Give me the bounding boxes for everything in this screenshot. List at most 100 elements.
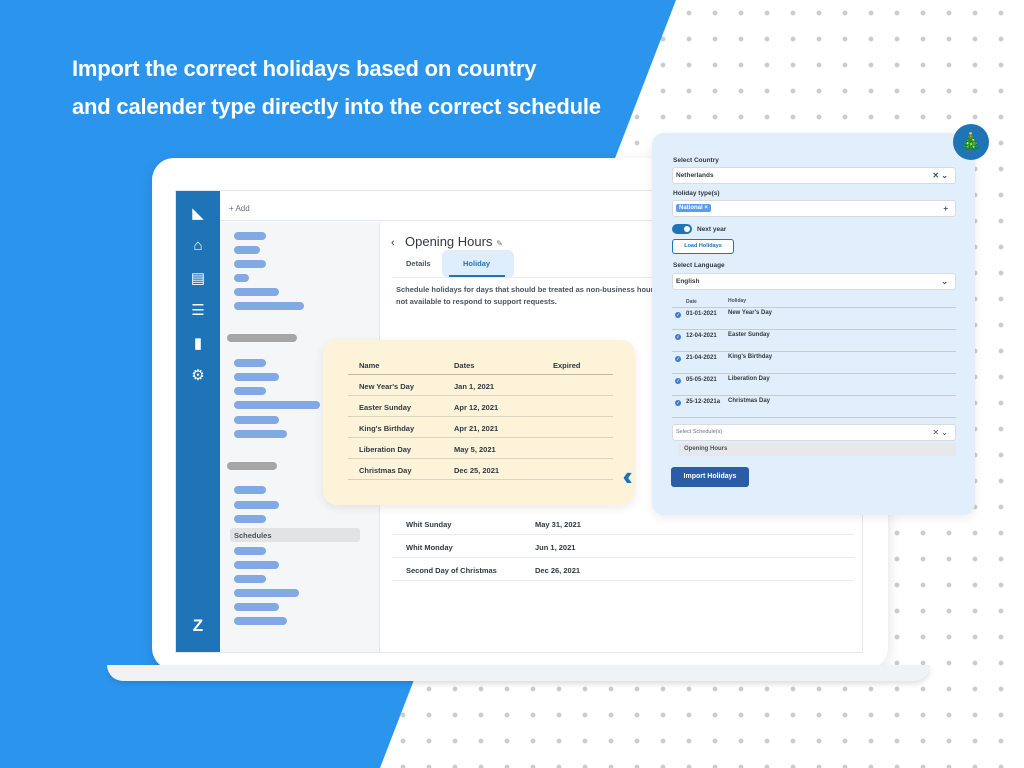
sidebar-placeholder[interactable] xyxy=(234,302,304,310)
language-select[interactable]: English ⌄ xyxy=(672,273,956,290)
chevron-down-icon[interactable]: ⌄ xyxy=(941,277,948,286)
sidebar-section-placeholder xyxy=(227,462,277,470)
sidebar-placeholder[interactable] xyxy=(234,501,279,509)
check-icon[interactable]: ✓ xyxy=(675,400,681,406)
plus-icon[interactable]: + xyxy=(943,204,948,213)
description: Schedule holidays for days that should b… xyxy=(396,284,856,308)
holiday-name: Liberation Day xyxy=(359,445,412,454)
check-icon[interactable]: ✓ xyxy=(675,312,681,318)
sidebar-placeholder[interactable] xyxy=(234,515,266,523)
row-holiday: King's Birthday xyxy=(728,354,773,360)
header-date: Date xyxy=(686,299,697,305)
header-name: Name xyxy=(359,361,380,370)
table-row[interactable]: Liberation Day May 5, 2021 xyxy=(348,438,613,459)
holiday-name: King's Birthday xyxy=(359,424,415,433)
home-icon[interactable]: ⌂ xyxy=(193,237,203,254)
clear-chevron-icon[interactable]: ✕ ⌄ xyxy=(932,428,948,437)
check-icon[interactable]: ✓ xyxy=(675,378,681,384)
secondary-sidebar: Schedules xyxy=(220,222,380,652)
holiday-date: Jan 1, 2021 xyxy=(454,382,495,391)
sidebar-placeholder[interactable] xyxy=(234,387,266,395)
sidebar-placeholder[interactable] xyxy=(234,617,287,625)
sidebar-placeholder[interactable] xyxy=(234,359,266,367)
import-holidays-button[interactable]: Import Holidays xyxy=(671,467,749,487)
sidebar-placeholder[interactable] xyxy=(234,430,287,438)
holiday-types-input[interactable]: National × + xyxy=(672,200,956,217)
sidebar-placeholder[interactable] xyxy=(234,486,266,494)
holiday-name: Whit Sunday xyxy=(406,520,452,529)
sidebar-placeholder[interactable] xyxy=(234,547,266,555)
next-year-label: Next year xyxy=(697,226,727,233)
row-holiday: Easter Sunday xyxy=(728,332,770,338)
language-label: Select Language xyxy=(673,262,725,269)
users-icon[interactable]: ☰ xyxy=(191,302,205,319)
settings-icon[interactable]: ⚙ xyxy=(191,367,205,384)
holiday-date: Dec 26, 2021 xyxy=(535,566,581,575)
language-value: English xyxy=(676,278,700,285)
reports-icon[interactable]: ▮ xyxy=(193,335,203,352)
sidebar-placeholder[interactable] xyxy=(234,232,266,240)
header-expired: Expired xyxy=(553,361,581,370)
country-select[interactable]: Netherlands ✕ ⌄ xyxy=(672,167,956,184)
tab-holiday[interactable]: Holiday xyxy=(463,259,491,268)
table-row[interactable]: Whit Monday Jun 1, 2021 xyxy=(392,535,854,558)
double-chevron-left-icon: ‹‹ xyxy=(624,462,660,490)
sidebar-placeholder[interactable] xyxy=(234,373,279,381)
nav-sidebar: ◣ ⌂ ▤ ☰ ▮ ⚙ Z xyxy=(176,191,220,652)
table-row[interactable]: New Year's Day Jan 1, 2021 xyxy=(348,375,613,396)
panel-row[interactable]: ✓ 12-04-2021 Easter Sunday xyxy=(672,330,956,352)
check-icon[interactable]: ✓ xyxy=(675,334,681,340)
holiday-name: Christmas Day xyxy=(359,466,412,475)
schedule-option-opening-hours[interactable]: Opening Hours xyxy=(678,443,956,456)
check-icon[interactable]: ✓ xyxy=(675,356,681,362)
zendesk-logo-icon[interactable]: ◣ xyxy=(192,205,204,222)
sidebar-placeholder[interactable] xyxy=(234,589,299,597)
next-year-toggle[interactable] xyxy=(672,224,692,234)
table-row[interactable]: Christmas Day Dec 25, 2021 xyxy=(348,459,613,480)
panel-row[interactable]: ✓ 25-12-2021a Christmas Day xyxy=(672,396,956,418)
sidebar-placeholder[interactable] xyxy=(234,575,266,583)
national-chip[interactable]: National × xyxy=(676,204,711,212)
holiday-date: May 5, 2021 xyxy=(454,445,496,454)
holiday-date: Apr 21, 2021 xyxy=(454,424,499,433)
inbox-icon[interactable]: ▤ xyxy=(190,270,206,287)
description-line: not available to respond to support requ… xyxy=(396,297,557,306)
sidebar-placeholder[interactable] xyxy=(234,288,279,296)
table-row[interactable]: Whit Sunday May 31, 2021 xyxy=(392,512,854,535)
top-bar: + Add xyxy=(220,191,862,221)
tabs: Details Holiday xyxy=(392,250,862,278)
sidebar-placeholder[interactable] xyxy=(234,561,279,569)
zendesk-footer-logo-icon[interactable]: Z xyxy=(192,616,204,635)
sidebar-placeholder[interactable] xyxy=(234,274,249,282)
back-chevron-icon[interactable]: ‹ xyxy=(391,237,395,249)
row-date: 25-12-2021a xyxy=(686,399,721,405)
headline-line-1: Import the correct holidays based on cou… xyxy=(72,56,537,81)
edit-pencil-icon[interactable]: ✎ xyxy=(496,239,503,248)
row-holiday: Liberation Day xyxy=(728,376,770,382)
sidebar-placeholder[interactable] xyxy=(234,401,320,409)
sidebar-item-schedules[interactable]: Schedules xyxy=(230,528,360,542)
holiday-name: Whit Monday xyxy=(406,543,453,552)
tab-details[interactable]: Details xyxy=(406,259,431,268)
panel-row[interactable]: ✓ 01-01-2021 New Year's Day xyxy=(672,308,956,330)
holiday-date: Jun 1, 2021 xyxy=(535,543,576,552)
sidebar-placeholder[interactable] xyxy=(234,260,266,268)
clear-chevron-icon[interactable]: ✕ ⌄ xyxy=(932,171,948,180)
row-holiday: New Year's Day xyxy=(728,310,773,316)
description-line: Schedule holidays for days that should b… xyxy=(396,285,676,294)
sidebar-placeholder[interactable] xyxy=(234,416,279,424)
table-row[interactable]: Second Day of Christmas Dec 26, 2021 xyxy=(392,558,854,581)
load-holidays-button[interactable]: Load Holidays xyxy=(672,239,734,254)
panel-row[interactable]: ✓ 05-05-2021 Liberation Day xyxy=(672,374,956,396)
sidebar-placeholder[interactable] xyxy=(234,603,279,611)
panel-row[interactable]: ✓ 21-04-2021 King's Birthday xyxy=(672,352,956,374)
table-row[interactable]: Easter Sunday Apr 12, 2021 xyxy=(348,396,613,417)
sidebar-placeholder[interactable] xyxy=(234,246,260,254)
headline: Import the correct holidays based on cou… xyxy=(72,50,601,126)
active-tab-underline xyxy=(449,275,505,277)
table-row[interactable]: King's Birthday Apr 21, 2021 xyxy=(348,417,613,438)
christmas-tree-icon: 🎄 xyxy=(953,124,989,160)
add-button[interactable]: + Add xyxy=(229,204,250,213)
import-panel: Select Country Netherlands ✕ ⌄ Holiday ty… xyxy=(652,133,975,515)
schedule-select[interactable]: Select Schedule(s) ✕ ⌄ xyxy=(672,424,956,441)
